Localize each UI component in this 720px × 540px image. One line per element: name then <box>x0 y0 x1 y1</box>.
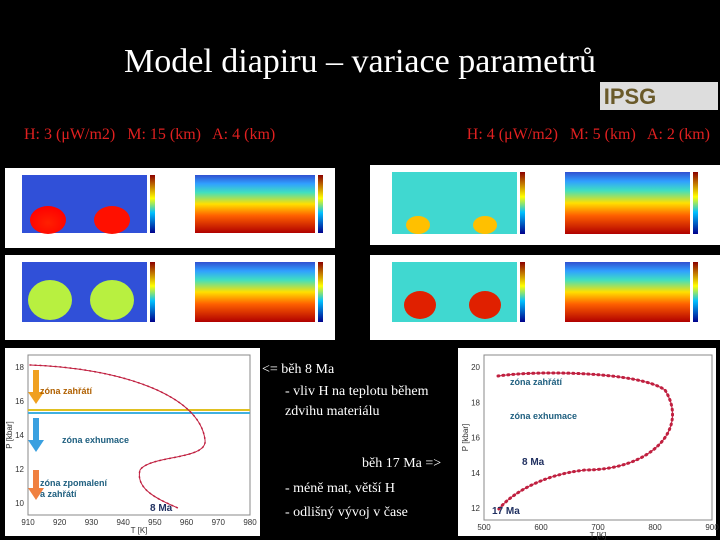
zone-label: zóna zahřátí <box>40 386 93 396</box>
right-panels <box>370 165 720 340</box>
y-tick-label: 12 <box>15 465 24 474</box>
left-panels <box>5 168 335 340</box>
x-tick-label: 960 <box>180 518 194 527</box>
pt-plot-right: 500 600 700 800 900 12 14 16 18 20 T [K] P [kbar] zó… <box>458 348 719 540</box>
zone-label: zóna zahřátí <box>510 377 563 387</box>
y-tick-label: 20 <box>471 363 480 372</box>
note: - méně mat, větší H <box>285 481 395 496</box>
y-tick-label: 10 <box>15 499 24 508</box>
pt-plot-left: 910 920 930 940 950 960 970 980 10 12 14 16 18 T [K] P… <box>5 348 260 536</box>
notes: <= běh 8 Ma - vliv H na teplotu během zd… <box>262 362 441 520</box>
slide-title: Model diapiru – variace parametrů <box>124 43 596 80</box>
x-tick-label: 950 <box>148 518 162 527</box>
zone-label: zóna exhumace <box>510 411 577 421</box>
x-tick-label: 970 <box>212 518 226 527</box>
time-marker: 8 Ma <box>522 457 545 468</box>
logo-box <box>600 82 718 110</box>
note: <= běh 8 Ma <box>262 362 335 377</box>
y-tick-label: 16 <box>471 434 480 443</box>
x-tick-label: 920 <box>53 518 67 527</box>
y-tick-label: 18 <box>15 363 24 372</box>
x-tick-label: 800 <box>648 523 662 532</box>
x-tick-label: 600 <box>534 523 548 532</box>
left-label: H: 3 (μW/m2) M: 15 (km) A: 4 (km) <box>24 126 275 143</box>
y-tick-label: 18 <box>471 398 480 407</box>
x-tick-label: 700 <box>591 523 605 532</box>
note: běh 17 Ma => <box>362 456 441 471</box>
y-axis-label: P [kbar] <box>461 424 470 451</box>
right-label: H: 4 (μW/m2) M: 5 (km) A: 2 (km) <box>467 126 710 143</box>
y-tick-label: 14 <box>471 469 480 478</box>
time-marker: 17 Ma <box>492 506 520 517</box>
x-tick-label: 940 <box>116 518 130 527</box>
x-tick-label: 910 <box>21 518 35 527</box>
x-tick-label: 500 <box>477 523 491 532</box>
x-tick-label: 900 <box>705 523 719 532</box>
y-tick-label: 12 <box>471 504 480 513</box>
time-marker: 8 Ma <box>150 503 173 514</box>
note: - vliv H na teplotu během <box>285 384 429 399</box>
note: - odlišný vývoj v čase <box>285 505 408 520</box>
y-tick-label: 14 <box>15 431 24 440</box>
note: zdvihu materiálu <box>285 404 379 419</box>
x-tick-label: 930 <box>85 518 99 527</box>
zone-label: a zahřátí <box>40 489 77 499</box>
logo: IPSG <box>604 84 657 109</box>
x-axis-label: T [K] <box>590 531 607 540</box>
x-tick-label: 980 <box>243 518 257 527</box>
y-tick-label: 16 <box>15 397 24 406</box>
y-axis-label: P [kbar] <box>5 421 14 448</box>
zone-label: zóna zpomalení <box>40 478 108 488</box>
x-axis-label: T [K] <box>131 526 148 535</box>
zone-label: zóna exhumace <box>62 435 129 445</box>
